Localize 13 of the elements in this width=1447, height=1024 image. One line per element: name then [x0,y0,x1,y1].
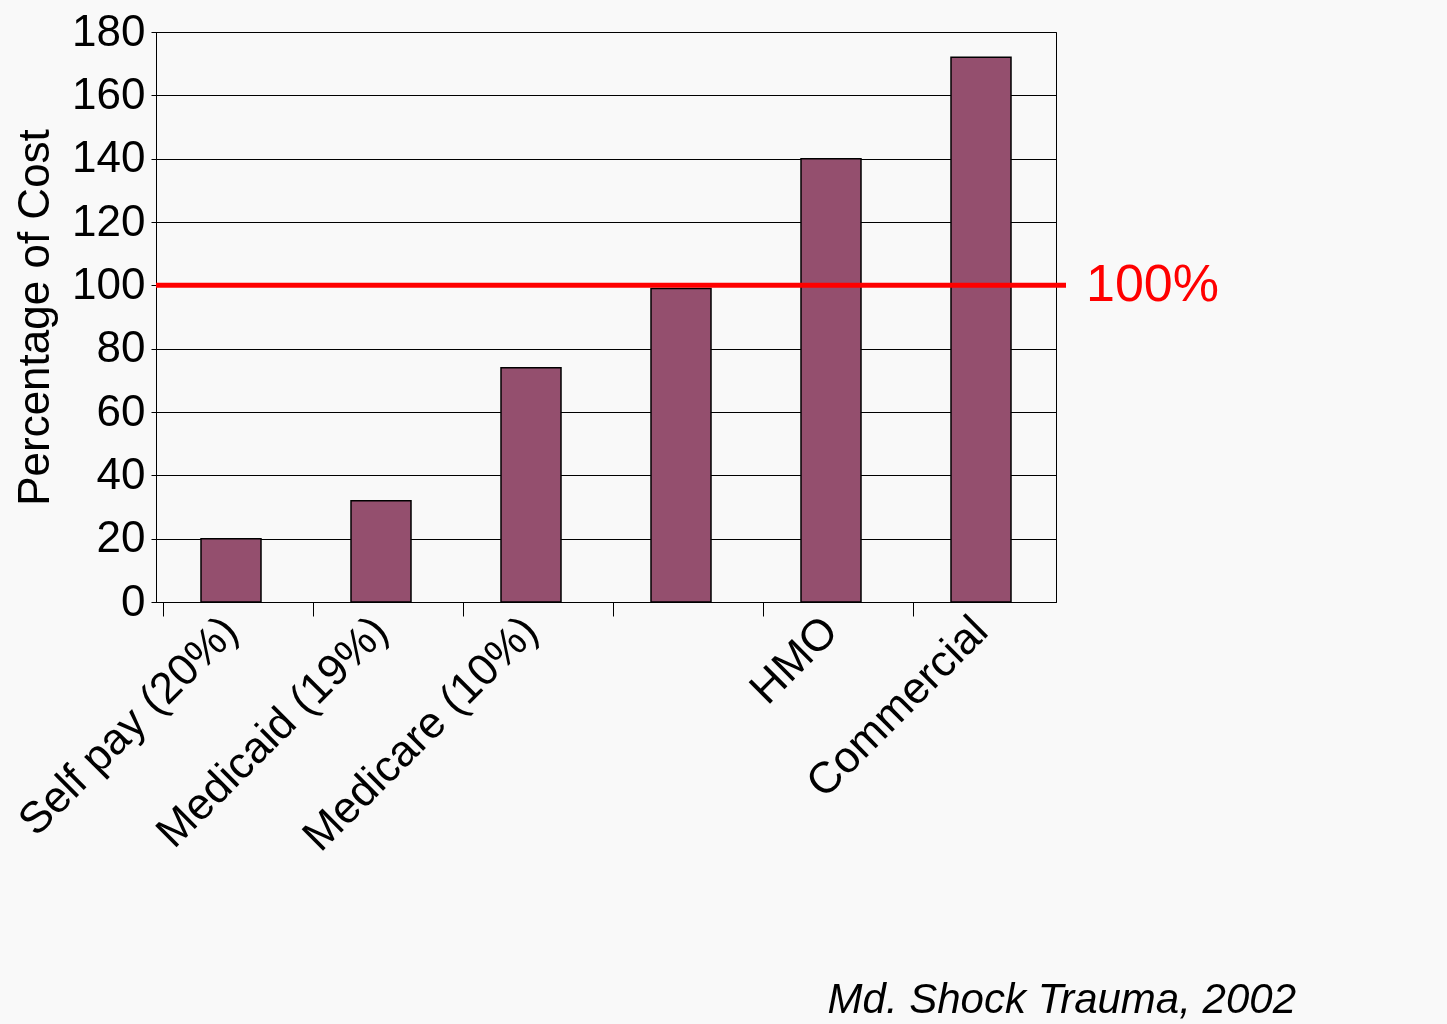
y-tick-label: 100 [72,258,146,308]
y-tick-label: 160 [72,68,146,118]
y-tick-label: 60 [96,385,146,435]
y-tick-label: 120 [72,195,146,245]
text: Md. Shock Trauma, 2002 [827,975,1296,1022]
y-tick-label: 0 [121,575,146,625]
y-tick-label: 80 [96,322,146,372]
y-tick-label: 40 [96,448,146,498]
ref-line-label: 100% [1086,254,1219,313]
y-tick-label: 180 [72,5,146,55]
y-tick-label: 140 [72,132,146,182]
y-tick-label: 20 [96,512,146,562]
y-axis-title: Percentage of Cost [9,129,59,506]
